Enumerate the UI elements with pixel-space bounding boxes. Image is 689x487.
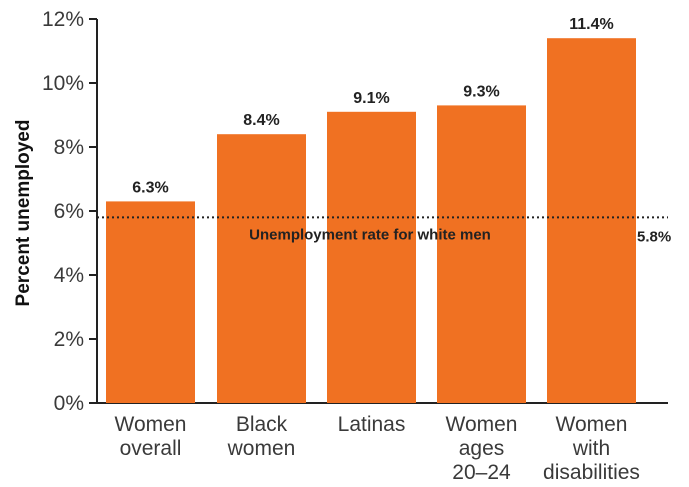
y-tick-label: 6%: [54, 200, 84, 223]
category-label: Women: [446, 413, 518, 436]
category-label: with: [572, 437, 610, 460]
category-label: Women: [556, 413, 628, 436]
bar: [327, 111, 416, 404]
data-label: 6.3%: [132, 179, 168, 196]
y-tick-label: 4%: [54, 264, 84, 287]
data-label: 9.3%: [463, 83, 499, 100]
category-label: disabilities: [543, 461, 640, 484]
data-label: 8.4%: [243, 112, 279, 129]
category-label: overall: [120, 437, 182, 460]
bar: [547, 38, 636, 403]
data-label: 11.4%: [569, 16, 613, 33]
category-label: Women: [115, 413, 187, 436]
y-tick-label: 2%: [54, 328, 84, 351]
y-tick-label: 12%: [42, 8, 84, 31]
y-tick-label: 0%: [54, 392, 84, 415]
category-label: Black: [236, 413, 288, 436]
data-label: 9.1%: [353, 90, 389, 107]
reference-line-group: Unemployment rate for white men 5.8%: [97, 216, 671, 245]
category-label: 20–24: [452, 461, 511, 484]
bar: [217, 134, 306, 403]
y-ticks: 0% 2% 4% 6% 8% 10% 12%: [42, 8, 97, 415]
bar: [106, 201, 195, 403]
y-tick-label: 8%: [54, 136, 84, 159]
reference-line-label: Unemployment rate for white men: [249, 226, 491, 243]
category-label: women: [227, 437, 296, 460]
category-label: ages: [459, 437, 505, 460]
category-label: Latinas: [338, 413, 406, 436]
bars: [106, 38, 636, 404]
reference-value-label: 5.8%: [637, 228, 671, 245]
data-labels: 6.3% 8.4% 9.1% 9.3% 11.4%: [132, 16, 613, 196]
bar: [437, 105, 526, 404]
y-axis-title: Percent unemployed: [13, 120, 34, 307]
y-tick-label: 10%: [42, 72, 84, 95]
